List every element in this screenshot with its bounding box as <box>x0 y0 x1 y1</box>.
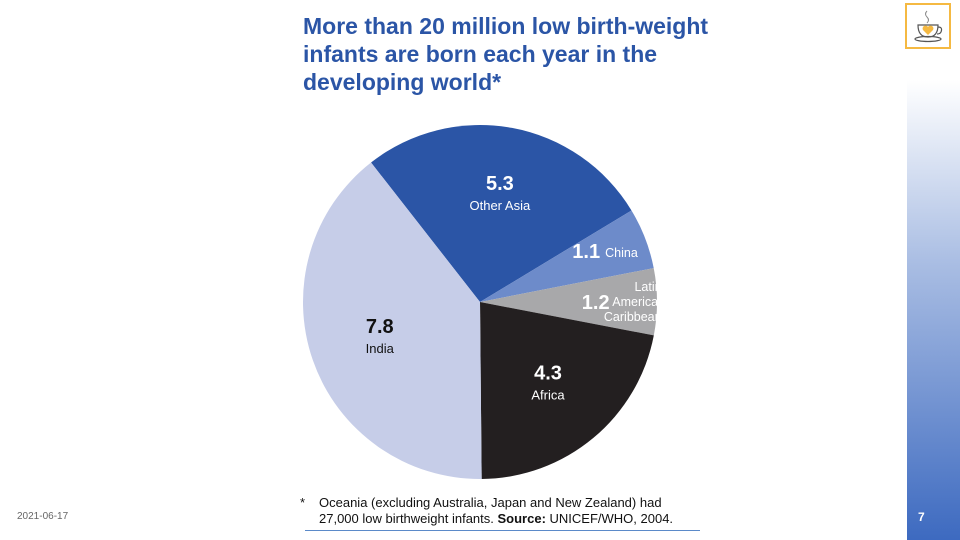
coffee-cup-heart-icon <box>905 3 951 49</box>
pie-slice-india <box>303 162 482 479</box>
footnote-divider <box>305 530 700 531</box>
pie-slice-africa <box>480 302 654 479</box>
slice-name: Other Asia <box>470 198 531 213</box>
slide-date: 2021-06-17 <box>17 511 69 522</box>
slice-label: 1.1 China <box>572 241 638 263</box>
slide-title: More than 20 million low birth-weight in… <box>303 13 709 95</box>
footnote-star: * <box>300 495 306 510</box>
gradient-sidebar <box>907 80 960 540</box>
source-label: Source: <box>497 511 546 526</box>
slice-name: Africa <box>531 388 565 403</box>
source-text: UNICEF/WHO, 2004. <box>545 511 674 526</box>
footnote-text: Oceania (excluding Australia, Japan and … <box>319 495 662 526</box>
slice-value: 7.8 <box>366 316 394 338</box>
pie-slice-latin-america-caribbean <box>480 268 658 336</box>
slice-name: China <box>605 246 638 260</box>
slice-label: 5.3 Other Asia <box>470 173 531 213</box>
footnote: * Oceania (excluding Australia, Japan an… <box>300 495 700 527</box>
slice-name: Latin America/Caribbean <box>604 280 662 324</box>
slice-value: 1.2 <box>582 292 610 314</box>
slice-label: 7.8 India <box>366 316 395 356</box>
slice-name: India <box>366 341 395 356</box>
slice-label: 4.3 Africa <box>531 363 565 403</box>
pie-slice-other-asia <box>371 124 632 303</box>
page-number: 7 <box>918 510 925 524</box>
slice-value: 1.1 <box>572 241 600 263</box>
slice-value: 5.3 <box>486 173 514 195</box>
pie-slice-china <box>480 210 654 302</box>
slice-value: 4.3 <box>534 363 562 385</box>
